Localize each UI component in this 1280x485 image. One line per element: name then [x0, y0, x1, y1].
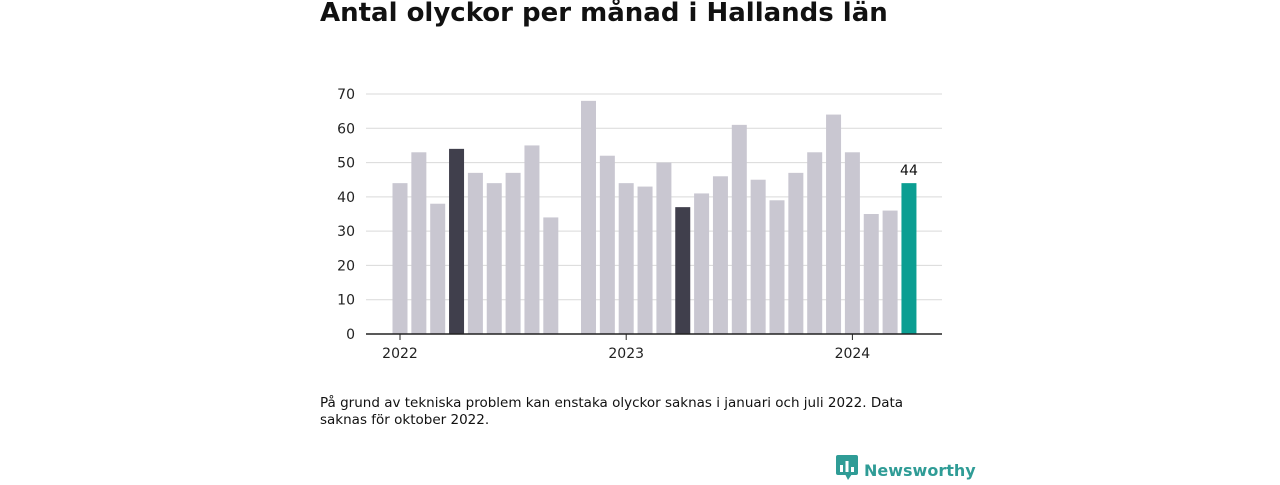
bar-2023-09 — [769, 200, 785, 334]
bar-2022-08 — [524, 145, 540, 334]
bar-2022-11 — [581, 100, 596, 334]
bar-2022-04 — [449, 148, 465, 334]
bar-2023-05 — [694, 193, 710, 334]
bar-2023-08 — [750, 179, 766, 334]
y-tick-label: 0 — [346, 327, 355, 343]
brand-name: Newsworthy — [864, 460, 976, 480]
y-tick-label: 60 — [337, 121, 355, 137]
data-label: 44 — [900, 163, 918, 179]
y-tick-label: 20 — [337, 258, 355, 274]
bar-2023-10 — [788, 172, 804, 334]
y-tick-label: 70 — [337, 87, 355, 103]
y-tick-label: 50 — [337, 156, 355, 172]
x-tick-label: 2022 — [382, 346, 418, 362]
bar-2022-09 — [543, 217, 559, 334]
y-tick-label: 10 — [337, 293, 355, 309]
brand-logo: Newsworthy — [836, 455, 976, 485]
bar-2022-12 — [599, 155, 615, 334]
footnote: På grund av tekniska problem kan enstaka… — [320, 395, 904, 428]
bar-2022-01 — [392, 183, 408, 334]
bar-2023-01 — [618, 183, 634, 334]
bar-2023-04 — [675, 207, 691, 334]
data-labels: 44 — [900, 163, 918, 179]
bar-2022-07 — [505, 172, 521, 334]
bar-2023-11 — [807, 152, 823, 334]
bar-2022-06 — [486, 183, 502, 334]
bar-2023-03 — [656, 162, 672, 334]
x-axis-ticks: 2022 2023 2024 — [382, 334, 870, 362]
bar-2024-04 — [901, 183, 917, 334]
bar-2023-07 — [731, 124, 747, 334]
bar-2023-02 — [637, 186, 653, 334]
x-tick-label: 2023 — [608, 346, 644, 362]
bar-2022-02 — [411, 152, 427, 334]
x-tick-label: 2024 — [835, 346, 871, 362]
y-axis-tick-labels: 0 10 20 30 40 50 60 70 — [337, 87, 355, 343]
bar-2024-01 — [844, 152, 860, 334]
y-tick-label: 40 — [337, 190, 355, 206]
bar-chart: 0 10 20 30 40 50 60 70 44 2022 2023 2024 — [337, 87, 942, 362]
bar-2023-06 — [712, 176, 728, 334]
bar-2022-03 — [430, 203, 446, 334]
bar-2024-03 — [882, 210, 898, 334]
chart-title: Antal olyckor per månad i Hallands län — [320, 0, 888, 28]
y-tick-label: 30 — [337, 224, 355, 240]
bar-2023-12 — [826, 114, 842, 334]
bar-chart-speech-bubble-icon — [836, 455, 858, 485]
bars — [392, 100, 917, 334]
bar-2022-05 — [467, 172, 483, 334]
bar-2024-02 — [863, 214, 879, 334]
